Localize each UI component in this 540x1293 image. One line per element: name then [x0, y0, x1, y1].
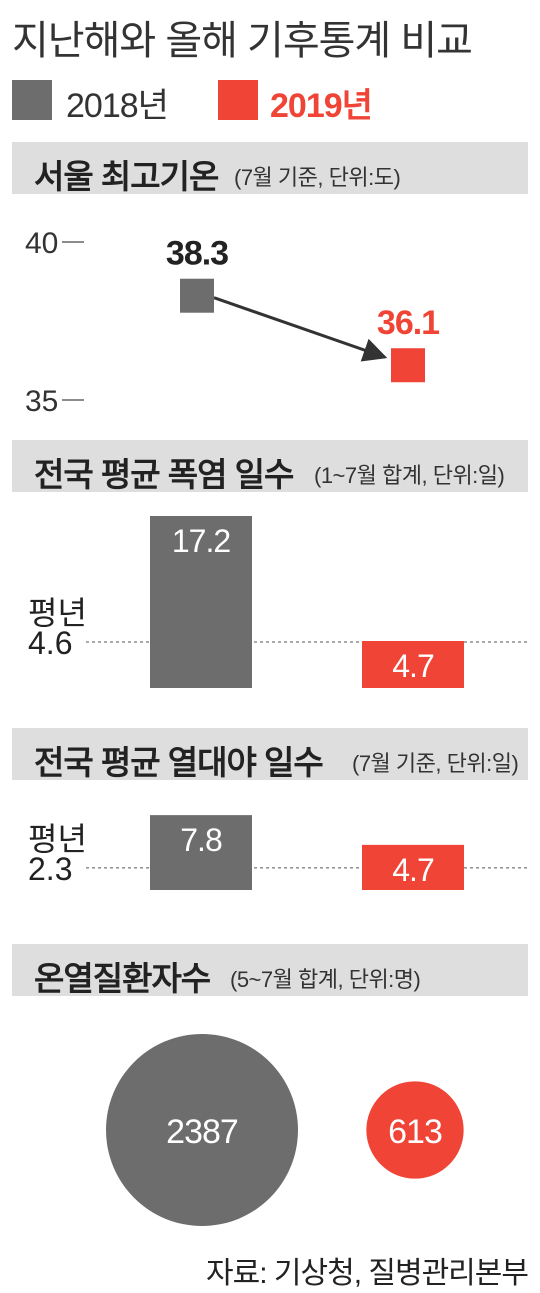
y-tick-label-35: 35 — [25, 385, 58, 418]
section-title: 전국 평균 폭염 일수 — [34, 456, 294, 493]
heatwave-days-chart: 평년4.6 17.2 4.7 — [28, 516, 530, 688]
bar-value-label-2019년: 4.7 — [392, 852, 434, 888]
bubble-2018년 — [106, 1034, 298, 1226]
bar-2018년 — [150, 815, 252, 890]
bar-2018년 — [150, 516, 252, 688]
section-header-heatwave-days: 전국 평균 폭염 일수 (1~7월 합계, 단위:일) — [12, 440, 528, 493]
section-subtitle: (7월 기준, 단위:도) — [234, 165, 401, 190]
section-title: 온열질환자수 — [34, 960, 211, 997]
infographic-title: 지난해와 올해 기후통계 비교 — [12, 19, 473, 63]
trend-arrow — [213, 296, 388, 362]
section-title: 서울 최고기온 — [34, 158, 219, 195]
bubble-value-label-2019년: 613 — [388, 1113, 442, 1151]
legend: 2018년 2019년 — [12, 74, 532, 125]
legend-label-2019: 2019년 — [270, 87, 373, 125]
tropical-nights-chart: 평년2.3 7.8 4.7 — [28, 815, 530, 890]
reference-value-label: 4.6 — [28, 625, 72, 661]
section-subtitle: (1~7월 합계, 단위:일) — [314, 463, 505, 488]
reference-label: 평년 — [28, 595, 87, 631]
section-title: 전국 평균 열대야 일수 — [34, 744, 324, 781]
section-header-heat-illness-patients: 온열질환자수 (5~7월 합계, 단위:명) — [12, 944, 528, 997]
legend-label-2018: 2018년 — [66, 87, 169, 125]
section-subtitle: (5~7월 합계, 단위:명) — [230, 967, 421, 992]
section-header-tropical-nights: 전국 평균 열대야 일수 (7월 기준, 단위:일) — [12, 728, 528, 781]
bubble-2019년 — [366, 1081, 464, 1179]
temp-value-label-2018년: 38.3 — [166, 235, 228, 273]
temp-marker-2019년 — [391, 348, 425, 383]
heat-illness-patients-chart: 2387 613 — [106, 1034, 464, 1226]
legend-swatch-2018 — [12, 80, 52, 120]
temp-marker-2018년 — [180, 278, 214, 313]
bar-value-label-2018년: 17.2 — [172, 523, 230, 559]
source-credit: 자료: 기상청, 질병관리본부 — [206, 1257, 529, 1290]
legend-swatch-2019 — [218, 80, 258, 120]
section-header-seoul-max-temp: 서울 최고기온 (7월 기준, 단위:도) — [12, 142, 528, 195]
temp-value-label-2019년: 36.1 — [377, 304, 439, 342]
bubble-value-label-2018년: 2387 — [166, 1113, 238, 1151]
bar-value-label-2018년: 7.8 — [180, 822, 222, 858]
bar-value-label-2019년: 4.7 — [392, 648, 434, 684]
bar-2019년 — [362, 844, 464, 890]
bar-2019년 — [362, 641, 464, 688]
y-tick-label-40: 40 — [25, 227, 58, 260]
section-subtitle: (7월 기준, 단위:일) — [352, 751, 519, 776]
reference-value-label: 2.3 — [28, 851, 72, 887]
reference-label: 평년 — [28, 821, 87, 857]
seoul-max-temp-chart: 40 35 38.3 36.1 — [25, 227, 440, 418]
